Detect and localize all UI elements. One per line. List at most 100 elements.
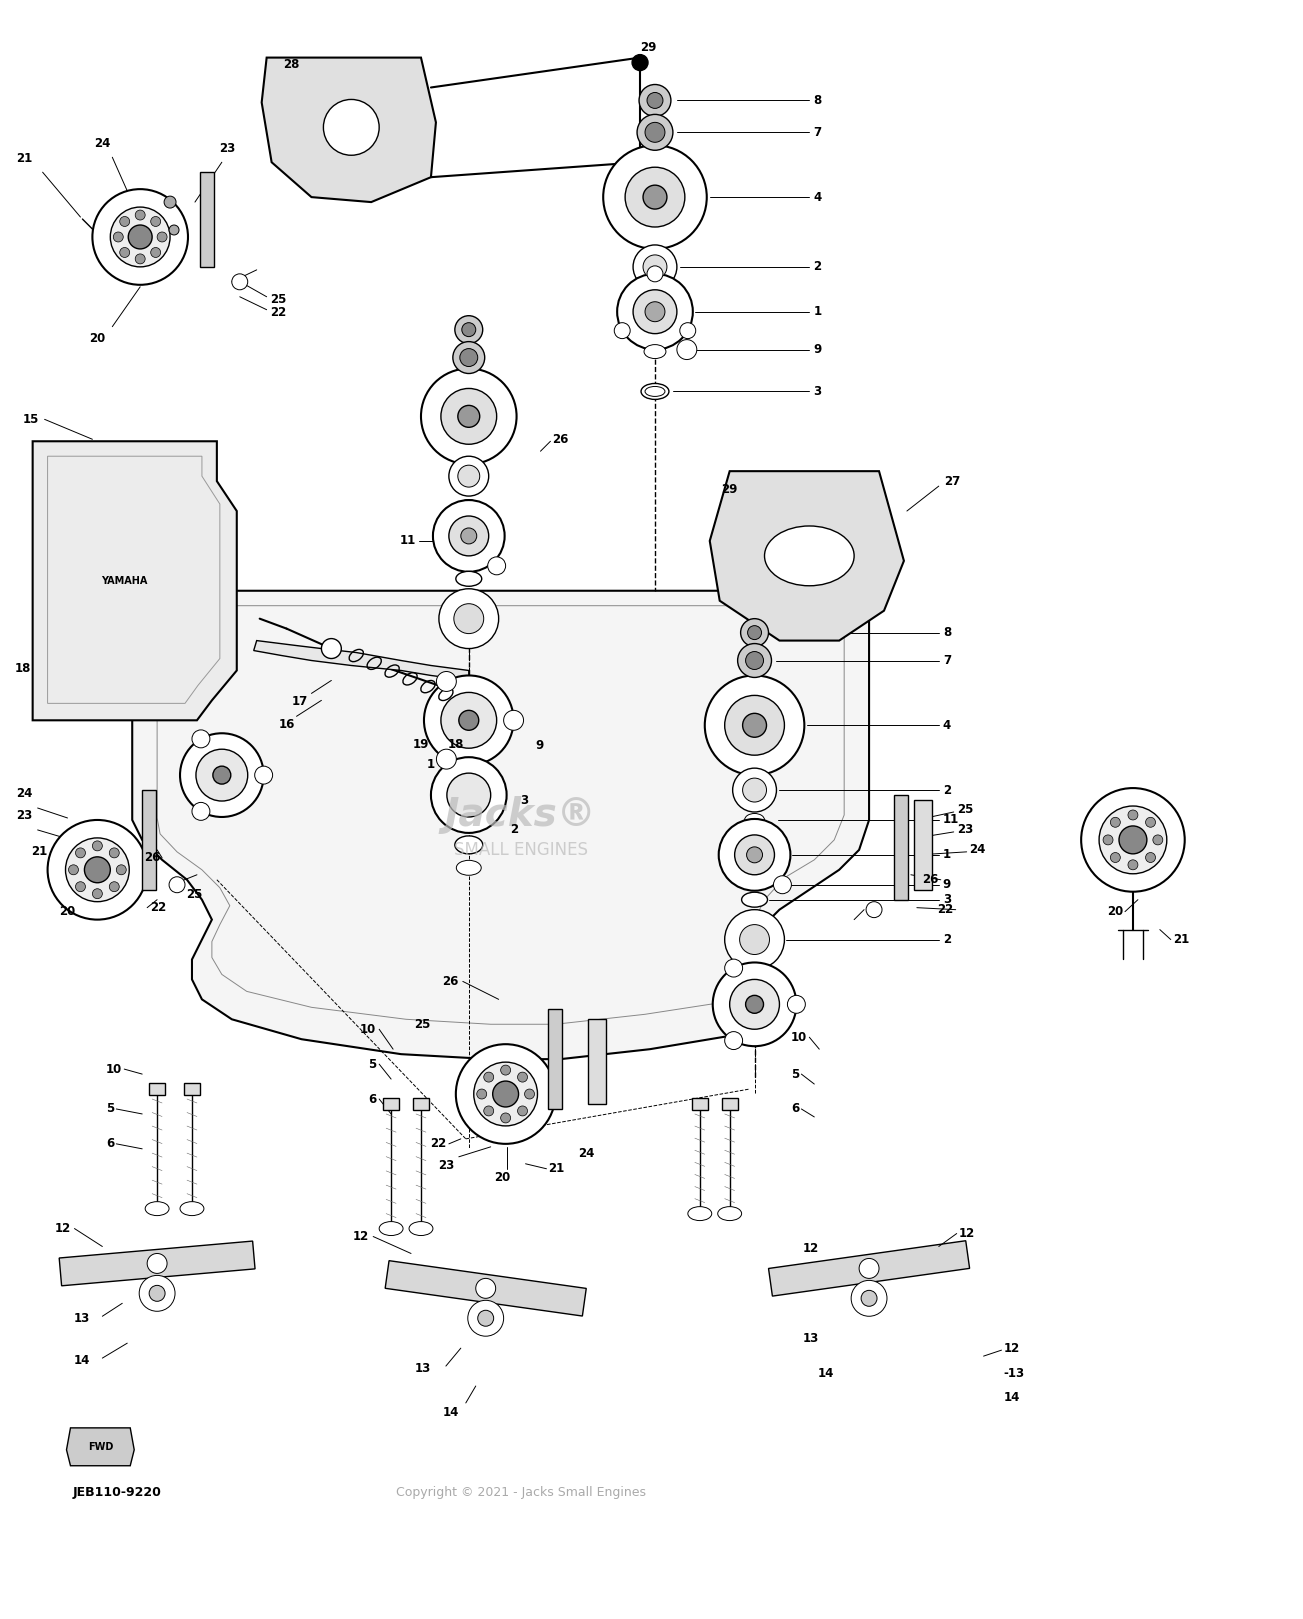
Circle shape — [93, 889, 103, 899]
Ellipse shape — [718, 1206, 741, 1221]
Circle shape — [111, 207, 171, 267]
Circle shape — [633, 244, 676, 288]
Circle shape — [180, 733, 263, 818]
Circle shape — [774, 876, 791, 894]
Polygon shape — [769, 1240, 969, 1297]
Text: 25: 25 — [414, 1018, 431, 1031]
Circle shape — [724, 696, 784, 754]
Polygon shape — [33, 442, 237, 720]
Text: 20: 20 — [1106, 905, 1123, 918]
Circle shape — [517, 1072, 528, 1081]
Ellipse shape — [644, 345, 666, 358]
Circle shape — [730, 979, 779, 1030]
Text: 21: 21 — [1173, 933, 1190, 945]
Text: Jacks®: Jacks® — [444, 797, 597, 834]
Text: 5: 5 — [106, 1103, 115, 1115]
Text: 25: 25 — [270, 293, 287, 306]
Circle shape — [737, 644, 771, 677]
Circle shape — [504, 711, 524, 730]
Text: 26: 26 — [443, 975, 459, 988]
Circle shape — [724, 910, 784, 970]
Circle shape — [139, 1276, 175, 1311]
Circle shape — [735, 835, 774, 874]
Circle shape — [500, 1112, 511, 1124]
Circle shape — [740, 924, 770, 955]
Text: 26: 26 — [143, 852, 160, 865]
Text: 24: 24 — [968, 843, 985, 856]
Polygon shape — [59, 1242, 255, 1285]
Text: 14: 14 — [443, 1405, 459, 1418]
Circle shape — [461, 322, 476, 337]
Text: SMALL ENGINES: SMALL ENGINES — [453, 840, 588, 858]
Circle shape — [851, 1281, 887, 1316]
Circle shape — [732, 767, 777, 813]
Circle shape — [478, 1310, 494, 1326]
Text: 10: 10 — [360, 1023, 377, 1036]
Text: 23: 23 — [438, 1159, 453, 1172]
Text: 24: 24 — [94, 138, 111, 151]
Circle shape — [861, 1290, 877, 1307]
Polygon shape — [132, 591, 869, 1059]
Text: 25: 25 — [956, 803, 973, 816]
Bar — [383, 1098, 399, 1111]
Circle shape — [440, 389, 496, 444]
Text: 13: 13 — [803, 1332, 820, 1345]
Circle shape — [648, 266, 663, 282]
Circle shape — [151, 217, 160, 227]
Text: 8: 8 — [813, 94, 822, 107]
Circle shape — [169, 877, 185, 892]
Circle shape — [158, 232, 167, 241]
Circle shape — [477, 1090, 487, 1099]
Circle shape — [93, 189, 188, 285]
Circle shape — [745, 651, 764, 670]
Ellipse shape — [765, 526, 855, 586]
Circle shape — [614, 322, 631, 338]
Circle shape — [109, 848, 120, 858]
Text: 12: 12 — [1003, 1342, 1020, 1355]
Circle shape — [457, 465, 480, 487]
Circle shape — [648, 92, 663, 108]
Polygon shape — [386, 1261, 586, 1316]
Text: 1: 1 — [427, 758, 435, 771]
Circle shape — [719, 819, 791, 890]
Circle shape — [740, 618, 769, 646]
Text: 23: 23 — [956, 824, 973, 837]
Text: 6: 6 — [106, 1138, 115, 1151]
Text: 17: 17 — [292, 696, 308, 709]
Circle shape — [461, 528, 477, 544]
Ellipse shape — [641, 384, 668, 400]
Ellipse shape — [455, 835, 482, 853]
Text: 20: 20 — [495, 1171, 511, 1183]
Circle shape — [645, 123, 665, 142]
Text: 5: 5 — [791, 1067, 799, 1080]
Text: 12: 12 — [803, 1242, 820, 1255]
Ellipse shape — [145, 1201, 169, 1216]
Circle shape — [448, 457, 489, 495]
Circle shape — [116, 865, 126, 874]
Circle shape — [93, 840, 103, 852]
Text: 29: 29 — [722, 482, 737, 495]
Circle shape — [151, 248, 160, 257]
Bar — [184, 1083, 199, 1094]
Circle shape — [453, 604, 483, 633]
Text: 20: 20 — [89, 332, 106, 345]
Text: 3: 3 — [813, 385, 821, 398]
Circle shape — [644, 254, 667, 278]
Circle shape — [437, 672, 456, 691]
Circle shape — [705, 675, 804, 776]
Circle shape — [487, 557, 506, 575]
Bar — [149, 1083, 165, 1094]
Text: 8: 8 — [943, 627, 951, 640]
Circle shape — [76, 848, 86, 858]
Circle shape — [120, 248, 130, 257]
Text: 11: 11 — [400, 534, 416, 547]
Circle shape — [859, 1258, 880, 1279]
Circle shape — [456, 1044, 555, 1145]
Text: 14: 14 — [818, 1366, 834, 1379]
Circle shape — [192, 730, 210, 748]
Circle shape — [637, 115, 672, 151]
Circle shape — [169, 225, 179, 235]
Text: 29: 29 — [640, 40, 657, 53]
Ellipse shape — [688, 1206, 711, 1221]
Text: 27: 27 — [943, 474, 960, 487]
